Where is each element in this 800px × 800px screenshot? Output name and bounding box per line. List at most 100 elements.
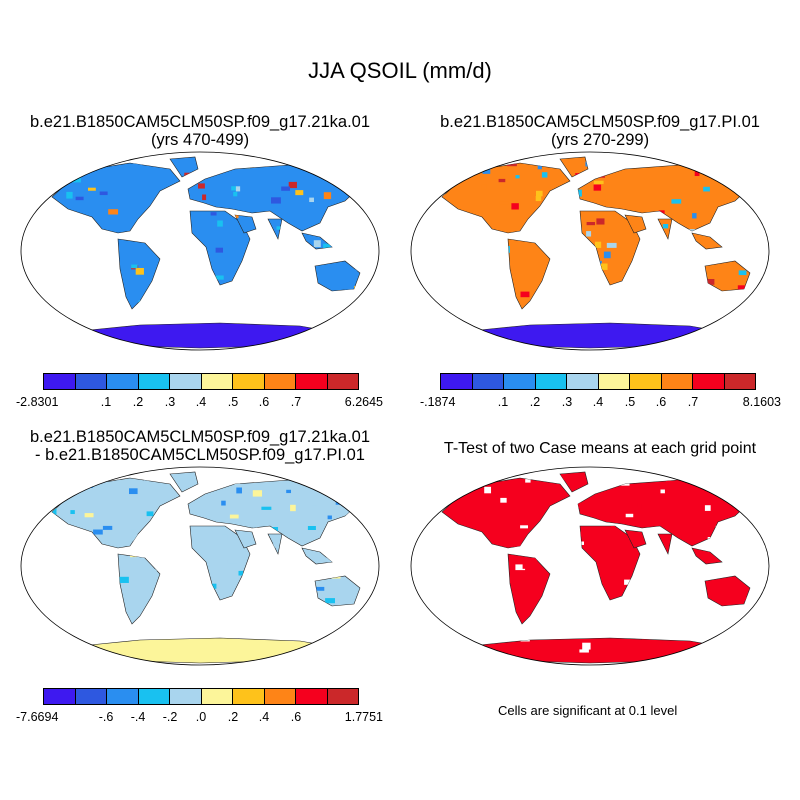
- cbar3-min-label: -7.6694: [16, 710, 59, 724]
- colorbar-swatch: [233, 374, 265, 389]
- panel2-title-line1: b.e21.B1850CAM5CLM50SP.f09_g17.PI.01: [440, 113, 760, 131]
- continent-eurasia: [577, 479, 751, 547]
- panel1-title-line2: (yrs 470-499): [150, 131, 250, 149]
- cbar3-tick: -.2: [162, 710, 178, 724]
- continent-india: [267, 533, 283, 555]
- continent-antarctica: [469, 637, 732, 664]
- continent-southAmerica: [117, 553, 161, 625]
- panel3-title-line1: b.e21.B1850CAM5CLM50SP.f09_g17.21ka.01: [29, 428, 371, 446]
- continent-seAsia: [691, 547, 723, 565]
- map-panel-2: [410, 151, 770, 351]
- continent-greenland: [559, 156, 589, 178]
- colorbar-swatch: [661, 374, 693, 389]
- colorbar-swatch: [535, 374, 567, 389]
- continent-africa: [579, 210, 641, 286]
- continent-arabia: [234, 529, 257, 549]
- cbar1-tick: .3: [164, 395, 176, 409]
- colorbar-swatch: [107, 374, 139, 389]
- continent-arabia: [624, 214, 647, 234]
- map-panel-4: [410, 466, 770, 666]
- continent-australia: [314, 575, 361, 607]
- continent-arabia: [624, 529, 647, 549]
- continent-eurasia: [577, 164, 751, 232]
- continent-africa: [189, 525, 251, 601]
- continent-antarctica: [79, 637, 342, 664]
- continent-northAmerica: [441, 477, 571, 549]
- colorbar-swatch: [327, 374, 358, 389]
- continent-antarctica: [79, 322, 342, 349]
- colorbar-swatch: [233, 689, 265, 704]
- colorbar-panel-2: [440, 373, 756, 390]
- cbar3-tick: -.4: [130, 710, 146, 724]
- cbar2-tick: .6: [655, 395, 667, 409]
- cbar1-tick: .7: [290, 395, 302, 409]
- cbar1-max-label: 6.2645: [344, 395, 383, 409]
- cbar2-tick: .7: [687, 395, 699, 409]
- colorbar-swatch: [170, 374, 202, 389]
- continent-seAsia: [691, 232, 723, 250]
- map-panel-3: [20, 466, 380, 666]
- continent-northAmerica: [51, 162, 181, 234]
- cbar2-tick: .1: [497, 395, 509, 409]
- panel1-title-line1: b.e21.B1850CAM5CLM50SP.f09_g17.21ka.01: [29, 113, 371, 131]
- colorbar-swatch: [75, 689, 107, 704]
- colorbar-swatch: [472, 374, 504, 389]
- cbar3-max-label: 1.7751: [344, 710, 383, 724]
- cbar1-tick: .5: [227, 395, 239, 409]
- map-outline: [20, 151, 380, 351]
- cbar2-tick: .2: [529, 395, 541, 409]
- colorbar-swatch: [138, 689, 170, 704]
- cbar2-tick: .3: [561, 395, 573, 409]
- cbar2-min-label: -.1874: [420, 395, 456, 409]
- cbar3-tick: -.6: [98, 710, 114, 724]
- continent-antarctica: [469, 322, 732, 349]
- cbar1-tick: .4: [195, 395, 207, 409]
- panel3-title-line2: - b.e21.B1850CAM5CLM50SP.f09_g17.PI.01: [35, 446, 365, 464]
- colorbar-swatch: [170, 689, 202, 704]
- continent-australia: [314, 260, 361, 292]
- panel4-title: T-Test of two Case means at each grid po…: [443, 440, 757, 457]
- cbar1-min-label: -2.8301: [16, 395, 59, 409]
- cbar3-tick: .4: [258, 710, 270, 724]
- colorbar-swatch: [75, 374, 107, 389]
- colorbar-swatch: [504, 374, 536, 389]
- cbar2-tick: .4: [592, 395, 604, 409]
- panel2-title-line2: (yrs 270-299): [550, 131, 650, 149]
- colorbar-swatch: [327, 689, 358, 704]
- continent-northAmerica: [51, 477, 181, 549]
- colorbar-swatch: [630, 374, 662, 389]
- continent-greenland: [169, 156, 199, 178]
- cbar1-tick: .2: [132, 395, 144, 409]
- colorbar-swatch: [138, 374, 170, 389]
- colorbar-swatch: [264, 374, 296, 389]
- cbar3-tick: .2: [227, 710, 239, 724]
- colorbar-swatch: [724, 374, 755, 389]
- colorbar-swatch: [441, 374, 473, 389]
- cbar1-tick: .6: [258, 395, 270, 409]
- colorbar-swatch: [264, 689, 296, 704]
- continent-greenland: [169, 471, 199, 493]
- map-outline: [410, 151, 770, 351]
- continent-india: [657, 533, 673, 555]
- map-outline: [20, 466, 380, 666]
- continent-australia: [704, 575, 751, 607]
- colorbar-panel-1: [43, 373, 359, 390]
- colorbar-panel-3: [43, 688, 359, 705]
- continent-india: [657, 218, 673, 240]
- colorbar-swatch: [107, 689, 139, 704]
- continent-southAmerica: [507, 238, 551, 310]
- cbar3-tick: .6: [290, 710, 302, 724]
- cbar3-tick: .0: [195, 710, 207, 724]
- significance-note: Cells are significant at 0.1 level: [498, 703, 678, 718]
- map-outline: [410, 466, 770, 666]
- colorbar-swatch: [296, 689, 328, 704]
- colorbar-swatch: [296, 374, 328, 389]
- colorbar-swatch: [201, 374, 233, 389]
- map-panel-1: [20, 151, 380, 351]
- colorbar-swatch: [598, 374, 630, 389]
- continent-eurasia: [187, 479, 361, 547]
- cbar1-tick: .1: [100, 395, 112, 409]
- figure-title: JJA QSOIL (mm/d): [308, 58, 492, 83]
- colorbar-swatch: [44, 374, 76, 389]
- colorbar-swatch: [201, 689, 233, 704]
